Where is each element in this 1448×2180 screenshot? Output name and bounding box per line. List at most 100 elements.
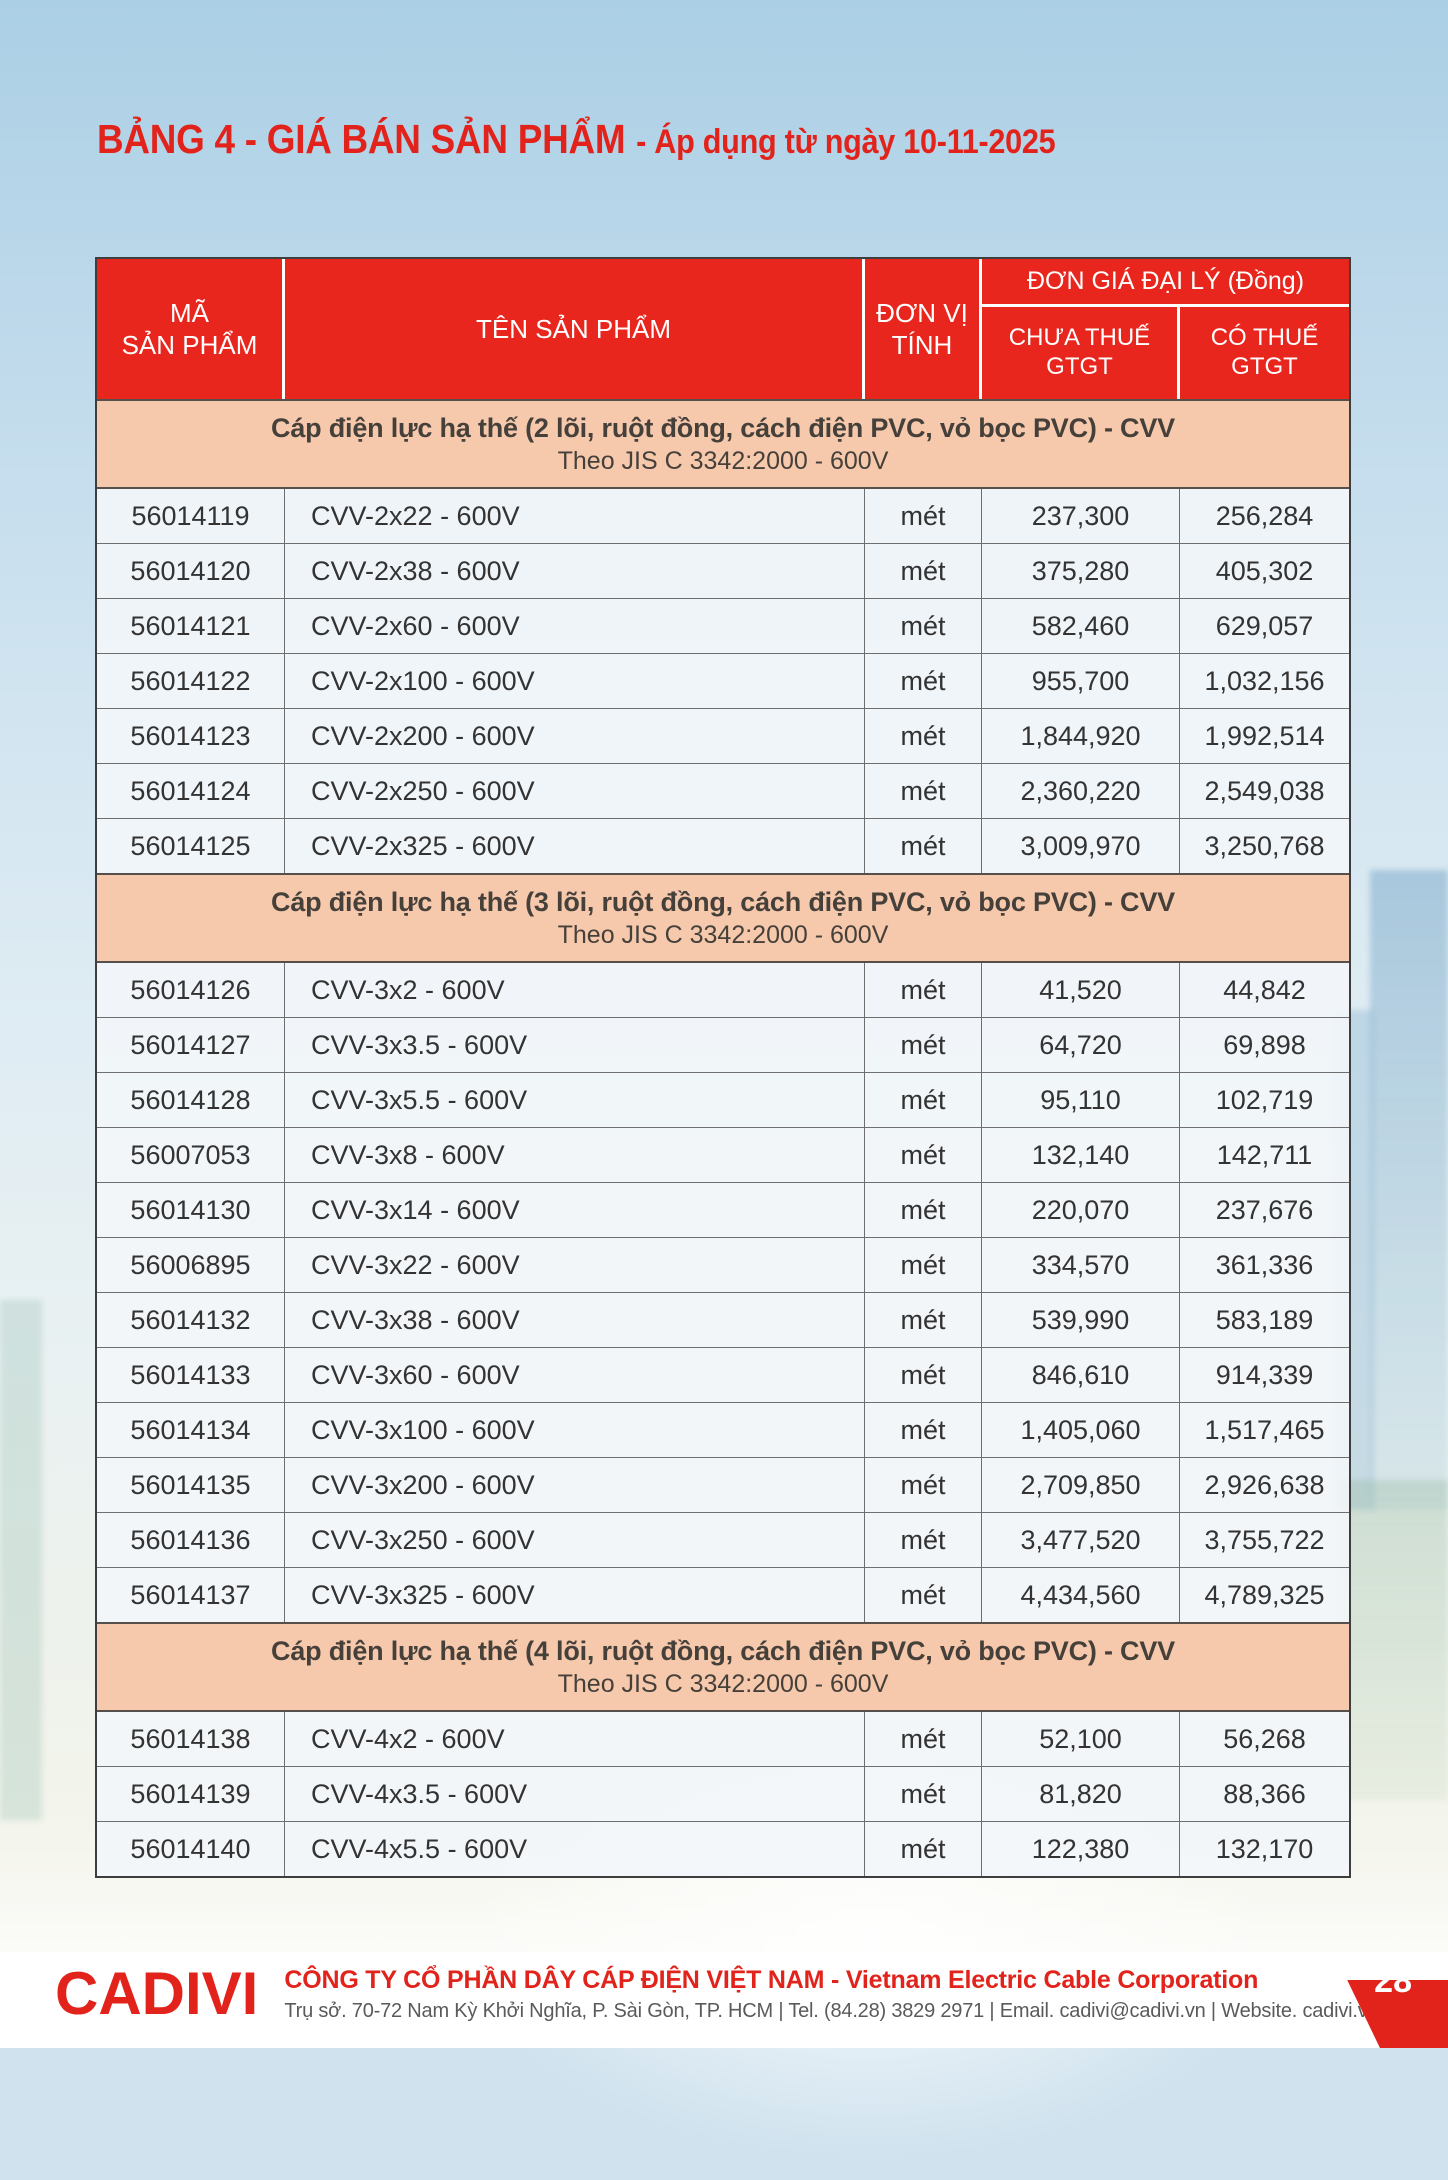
unit-cell: mét [865,819,982,873]
product-code-cell: 56014125 [97,819,285,873]
section-title: Cáp điện lực hạ thế (2 lõi, ruột đồng, c… [271,412,1175,443]
unit-cell: mét [865,1403,982,1457]
price-inc-vat-cell: 914,339 [1215,1359,1314,1390]
table-row: 56014132 CVV-3x38 - 600V mét 539,990 583,189 [97,1292,1349,1347]
product-code-cell: 56014136 [97,1513,285,1567]
table-body: Cáp điện lực hạ thế (2 lõi, ruột đồng, c… [97,399,1349,1876]
product-code-cell: 56014138 [97,1712,285,1766]
section-subtitle: Theo JIS C 3342:2000 - 600V [557,920,889,949]
price-ex-vat-cell: 582,460 [982,599,1180,653]
table-row: 56014138 CVV-4x2 - 600V mét 52,100 56,268 [97,1712,1349,1766]
unit-cell: mét [865,1767,982,1821]
section-subtitle: Theo JIS C 3342:2000 - 600V [557,446,889,475]
col-header-price-group: ĐƠN GIÁ ĐẠI LÝ (Đồng) [982,259,1349,307]
product-name-cell: CVV-3x38 - 600V [285,1293,865,1347]
product-name-cell: CVV-3x14 - 600V [285,1183,865,1237]
table-row: 56014121 CVV-2x60 - 600V mét 582,460 629,057 [97,598,1349,653]
unit-cell: mét [865,1238,982,1292]
price-inc-vat-cell: 237,676 [1215,1194,1314,1225]
product-name-cell: CVV-3x250 - 600V [285,1513,865,1567]
unit-cell: mét [865,1568,982,1622]
table-row: 56014139 CVV-4x3.5 - 600V mét 81,820 88,366 [97,1766,1349,1821]
company-address: Trụ sở. 70-72 Nam Kỳ Khởi Nghĩa, P. Sài … [284,1999,1379,2022]
table-row: 56014123 CVV-2x200 - 600V mét 1,844,920 1,99… [97,708,1349,763]
product-code-cell: 56014133 [97,1348,285,1402]
product-name-cell: CVV-3x2 - 600V [285,963,865,1017]
price-inc-vat-cell: 1,992,514 [1204,720,1325,751]
product-code-cell: 56014137 [97,1568,285,1622]
table-row: 56014133 CVV-3x60 - 600V mét 846,610 914,339 [97,1347,1349,1402]
product-code-cell: 56014126 [97,963,285,1017]
table-row: 56014128 CVV-3x5.5 - 600V mét 95,110 102,719 [97,1072,1349,1127]
page-number: 28 [1374,1962,1412,2000]
price-ex-vat-cell: 41,520 [982,963,1180,1017]
product-code-cell: 56014135 [97,1458,285,1512]
product-code-cell: 56014120 [97,544,285,598]
price-inc-vat-cell: 2,549,038 [1204,775,1325,806]
unit-cell: mét [865,599,982,653]
product-name-cell: CVV-3x200 - 600V [285,1458,865,1512]
product-name-cell: CVV-2x325 - 600V [285,819,865,873]
table-row: 56007053 CVV-3x8 - 600V mét 132,140 142,711 [97,1127,1349,1182]
product-code-cell: 56014132 [97,1293,285,1347]
table-row: 56014135 CVV-3x200 - 600V mét 2,709,850 2,92… [97,1457,1349,1512]
product-name-cell: CVV-2x250 - 600V [285,764,865,818]
price-ex-vat-cell: 375,280 [982,544,1180,598]
table-row: 56014127 CVV-3x3.5 - 600V mét 64,720 69,898 [97,1017,1349,1072]
company-info: CÔNG TY CỔ PHẦN DÂY CÁP ĐIỆN VIỆT NAM - … [284,1966,1378,2023]
price-inc-vat-cell: 256,284 [1215,500,1314,531]
price-inc-vat-cell: 583,189 [1215,1304,1314,1335]
unit-cell: mét [865,544,982,598]
product-name-cell: CVV-3x60 - 600V [285,1348,865,1402]
col-header-unit: ĐƠN VỊ TÍNH [865,259,982,399]
page-title: BẢNG 4 - GIÁ BÁN SẢN PHẨM - Áp dụng từ ng… [97,116,1056,163]
price-inc-vat-cell: 1,032,156 [1204,665,1325,696]
price-inc-vat-cell: 132,170 [1215,1833,1314,1864]
product-name-cell: CVV-2x60 - 600V [285,599,865,653]
product-name-cell: CVV-4x3.5 - 600V [285,1767,865,1821]
price-ex-vat-cell: 220,070 [982,1183,1180,1237]
table-row: 56014119 CVV-2x22 - 600V mét 237,300 256,284 [97,489,1349,543]
price-ex-vat-cell: 64,720 [982,1018,1180,1072]
product-code-cell: 56014127 [97,1018,285,1072]
price-ex-vat-cell: 4,434,560 [982,1568,1180,1622]
product-code-cell: 56014134 [97,1403,285,1457]
price-inc-vat-cell: 2,926,638 [1204,1469,1325,1500]
product-name-cell: CVV-3x3.5 - 600V [285,1018,865,1072]
price-inc-vat-cell: 56,268 [1223,1723,1306,1754]
price-inc-vat-cell: 44,842 [1223,974,1306,1005]
product-code-cell: 56014123 [97,709,285,763]
price-inc-vat-cell: 69,898 [1223,1029,1306,1060]
footer: CADIVI CÔNG TY CỔ PHẦN DÂY CÁP ĐIỆN VIỆT… [0,1952,1448,2048]
price-inc-vat-cell: 142,711 [1216,1139,1313,1170]
product-name-cell: CVV-2x100 - 600V [285,654,865,708]
section-header: Cáp điện lực hạ thế (3 lõi, ruột đồng, c… [97,873,1349,963]
unit-cell: mét [865,709,982,763]
col-header-product-name: TÊN SẢN PHẨM [285,259,865,399]
col-header-price-ex-vat: CHƯA THUẾ GTGT [982,307,1180,399]
product-code-cell: 56014121 [97,599,285,653]
price-inc-vat-cell: 3,755,722 [1204,1524,1325,1555]
col-header-price-inc-vat: CÓ THUẾ GTGT [1210,324,1319,380]
background-building [0,1300,42,1820]
section-header: Cáp điện lực hạ thế (2 lõi, ruột đồng, c… [97,399,1349,489]
product-name-cell: CVV-2x22 - 600V [285,489,865,543]
product-code-cell: 56014128 [97,1073,285,1127]
price-ex-vat-cell: 237,300 [982,489,1180,543]
price-ex-vat-cell: 2,709,850 [982,1458,1180,1512]
product-name-cell: CVV-4x2 - 600V [285,1712,865,1766]
table-row: 56006895 CVV-3x22 - 600V mét 334,570 361,336 [97,1237,1349,1292]
unit-cell: mét [865,1018,982,1072]
product-code-cell: 56006895 [97,1238,285,1292]
background-building [1338,1480,1448,1800]
section-subtitle: Theo JIS C 3342:2000 - 600V [557,1669,889,1698]
price-inc-vat-cell: 88,366 [1223,1778,1306,1809]
product-name-cell: CVV-3x8 - 600V [285,1128,865,1182]
price-inc-vat-cell: 629,057 [1215,610,1314,641]
unit-cell: mét [865,1822,982,1876]
col-header-price-group-wrap: ĐƠN GIÁ ĐẠI LÝ (Đồng) CHƯA THUẾ GTGT CÓ … [982,259,1349,399]
unit-cell: mét [865,1183,982,1237]
price-ex-vat-cell: 334,570 [982,1238,1180,1292]
section-title: Cáp điện lực hạ thế (3 lõi, ruột đồng, c… [271,886,1175,917]
company-name: CÔNG TY CỔ PHẦN DÂY CÁP ĐIỆN VIỆT NAM - … [284,1965,1259,1994]
